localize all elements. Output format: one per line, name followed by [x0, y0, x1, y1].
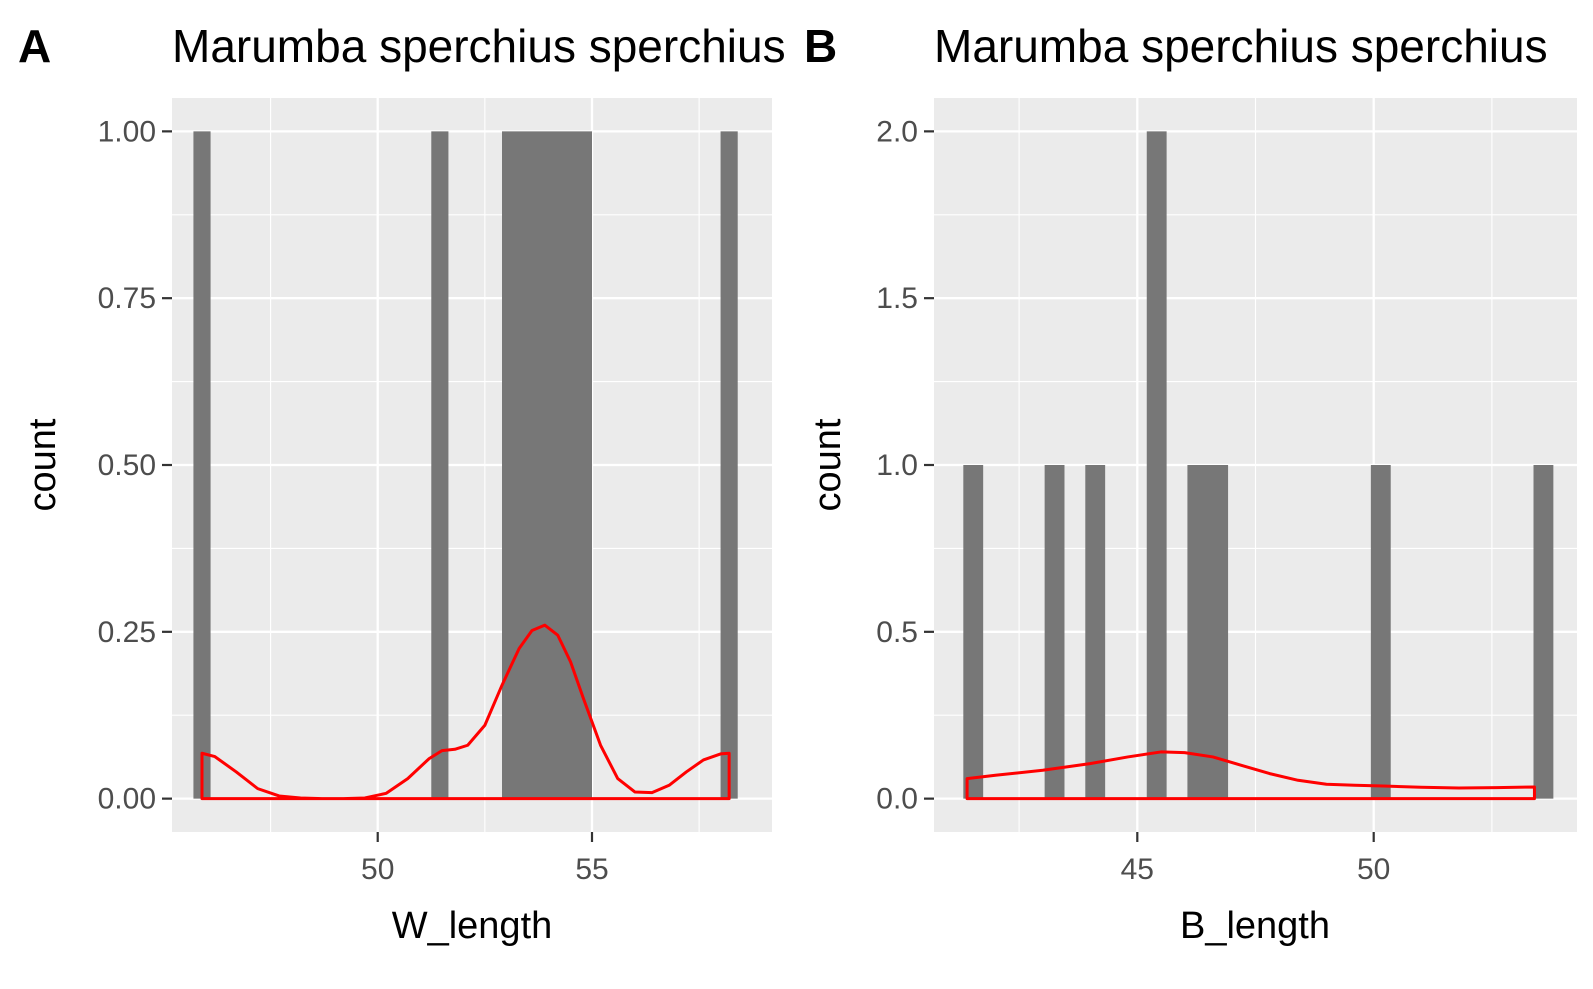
panel-b-x-tick-label: 50 [1357, 853, 1390, 886]
panel-b-title: Marumba sperchius sperchius [934, 20, 1548, 72]
panel-a-x-tick-label: 55 [575, 853, 608, 886]
panel-a-y-axis-title: count [22, 418, 64, 511]
panel-b-histogram-bar [1187, 465, 1229, 799]
panel-b-x-axis-title: B_length [1180, 905, 1330, 947]
panel-b-title-clip: Marumba sperchius sperchius [934, 20, 1548, 72]
panel-a: A Marumba sperchius sperchius 0.000.250.… [18, 20, 786, 947]
panel-b-y-axis: 0.0 0.5 1.0 1.5 2.0 [876, 115, 934, 816]
panel-a-y-tick-label: 0.75 [98, 282, 156, 315]
panel-a-y-tick-label: 0.25 [98, 616, 156, 649]
panel-a-y-tick-label: 0.50 [98, 449, 156, 482]
panel-b-bars [963, 131, 1554, 799]
panel-a-histogram-bar [720, 131, 738, 799]
panel-b-y-tick-label: 0.0 [876, 783, 918, 816]
panel-b-histogram-bar [1044, 465, 1065, 799]
panel-b-x-tick-label: 45 [1121, 853, 1154, 886]
panel-a-tag: A [18, 20, 51, 72]
panel-a-bars [193, 131, 738, 799]
panel-a-x-axis: 50 55 [361, 832, 609, 886]
panel-a-x-tick-label: 50 [361, 853, 394, 886]
panel-a-title-clip: Marumba sperchius sperchius [172, 20, 786, 72]
panel-b-tag: B [804, 20, 837, 72]
panel-b: B Marumba sperchius sperchius 0.0 0.5 1.0 1… [804, 20, 1577, 947]
panel-b-density-curve [965, 750, 1536, 801]
panel-a-y-axis: 0.00 0.25 0.50 0.75 1.00 [98, 115, 172, 816]
panel-a-y-tick-label: 0.00 [98, 783, 156, 816]
panel-a-histogram-bar [193, 131, 211, 799]
panel-b-histogram-bar [1370, 465, 1391, 799]
panel-b-histogram-bar [1533, 465, 1554, 799]
panel-a-histogram-bar [431, 131, 449, 799]
panel-b-y-tick-label: 1.5 [876, 282, 918, 315]
panel-b-histogram-bar [1146, 131, 1167, 799]
panel-b-y-tick-label: 0.5 [876, 616, 918, 649]
panel-b-y-tick-label: 1.0 [876, 449, 918, 482]
panel-b-y-tick-label: 2.0 [876, 115, 918, 148]
panel-a-histogram-bar [502, 131, 592, 799]
panel-a-title: Marumba sperchius sperchius [172, 20, 786, 72]
panel-b-y-axis-title: count [807, 418, 849, 511]
panel-b-histogram-bar [1085, 465, 1106, 799]
panel-a-x-axis-title: W_length [392, 905, 553, 947]
panel-b-x-axis: 45 50 [1121, 832, 1390, 886]
panel-a-density-curve [200, 623, 731, 801]
panel-a-y-tick-label: 1.00 [98, 115, 156, 148]
panel-b-histogram-bar [963, 465, 984, 799]
